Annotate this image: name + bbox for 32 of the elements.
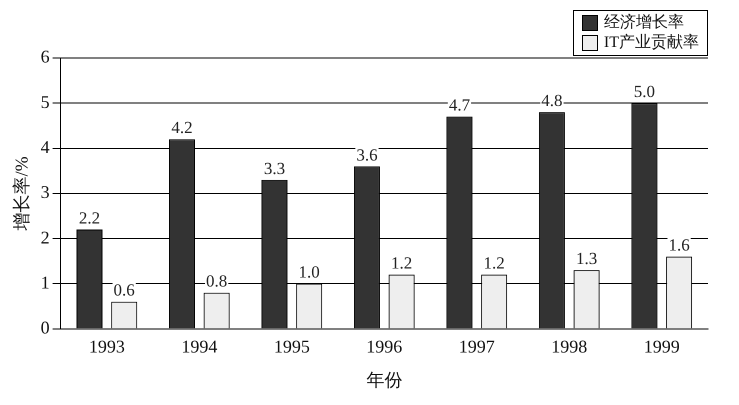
data-label: 3.3 xyxy=(264,158,286,178)
data-label: 1.2 xyxy=(391,254,412,273)
data-label: 4.8 xyxy=(541,91,563,110)
x-axis-title: 年份 xyxy=(366,370,402,390)
x-tick-label: 1995 xyxy=(274,336,310,356)
x-tick-label: 1998 xyxy=(551,336,588,356)
y-tick-label: 5 xyxy=(40,92,50,112)
legend-label: 经济增长率 xyxy=(604,13,684,33)
y-tick-label: 3 xyxy=(40,182,50,202)
x-tick-label: 1994 xyxy=(181,336,218,356)
data-label: 1.6 xyxy=(668,236,690,255)
data-label: 1.0 xyxy=(298,262,320,282)
x-tick-label: 1996 xyxy=(366,336,402,356)
data-label: 4.2 xyxy=(171,118,193,138)
y-axis-title: 增长率/% xyxy=(12,156,32,232)
data-label: 0.8 xyxy=(206,272,228,291)
y-tick-label: 2 xyxy=(40,227,50,248)
data-label: 0.6 xyxy=(114,280,135,300)
y-tick-label: 6 xyxy=(40,46,50,67)
x-tick-label: 1999 xyxy=(644,336,680,356)
data-label: 1.2 xyxy=(484,254,505,273)
data-label: 4.7 xyxy=(448,96,471,115)
y-tick-label: 0 xyxy=(40,318,50,338)
data-label: 1.3 xyxy=(576,249,598,268)
legend-label: IT产业贡献率 xyxy=(604,33,699,53)
y-tick-label: 1 xyxy=(40,272,50,292)
data-label: 5.0 xyxy=(634,82,656,102)
data-label: 3.6 xyxy=(356,145,378,164)
data-label: 2.2 xyxy=(78,208,100,228)
x-tick-label: 1997 xyxy=(458,336,495,356)
y-tick-label: 4 xyxy=(40,137,50,157)
x-tick-label: 1993 xyxy=(88,336,125,356)
